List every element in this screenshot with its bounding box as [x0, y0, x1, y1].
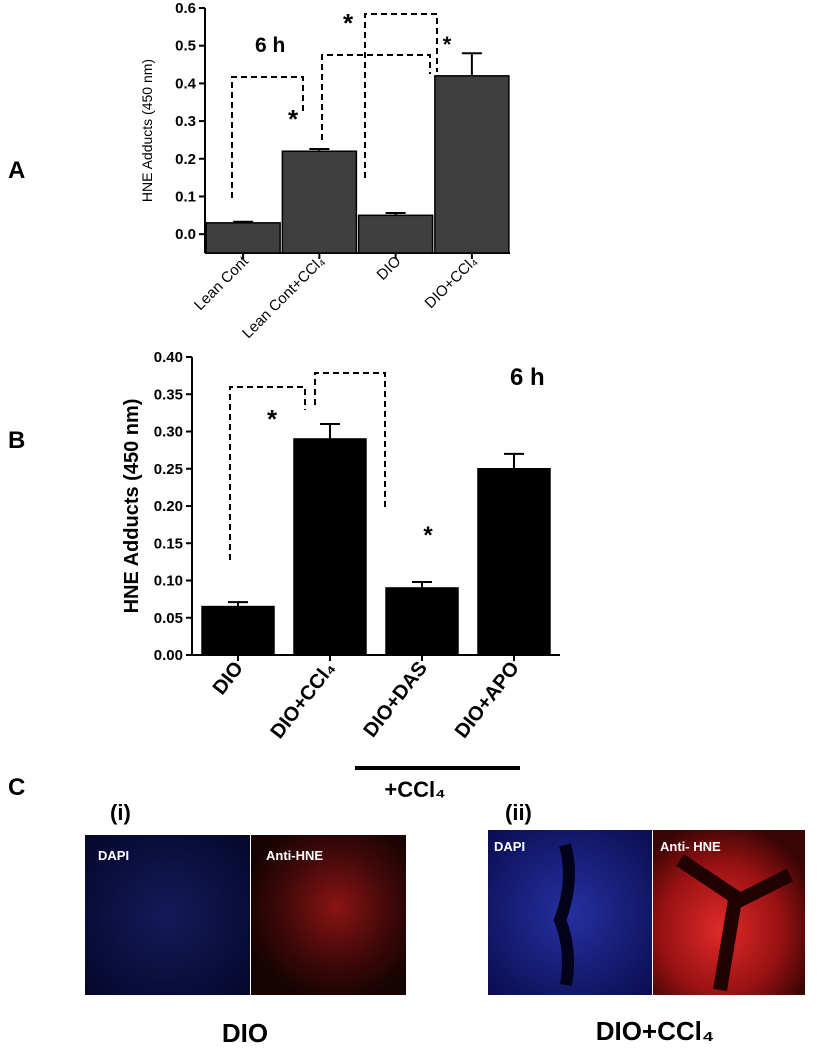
- panel-label: B: [8, 427, 25, 454]
- y-axis-label: HNE Adducts (450 nm): [139, 59, 155, 202]
- x-tick-label: Lean Cont: [191, 252, 253, 314]
- y-tick-label: 0.40: [154, 349, 183, 366]
- y-tick-label: 0.5: [175, 38, 196, 55]
- annotation: *: [343, 8, 354, 38]
- stain-label: Anti-HNE: [266, 848, 323, 863]
- stain-label: DAPI: [494, 839, 525, 854]
- panel-label: A: [8, 157, 25, 184]
- error-bar: [461, 52, 482, 76]
- y-tick-label: 0.0: [175, 226, 196, 243]
- significance-bracket: [314, 372, 386, 510]
- error-bar: [504, 452, 524, 469]
- error-bar: [320, 423, 340, 439]
- annotation: *: [443, 32, 452, 57]
- chart-title: 6 h: [255, 34, 285, 57]
- bar: [281, 150, 358, 254]
- y-tick-label: 0.4: [175, 75, 197, 92]
- hne-image: [251, 835, 406, 995]
- image-caption: DIO: [222, 1018, 268, 1048]
- y-tick-label: 0.05: [154, 610, 183, 627]
- bar: [201, 605, 275, 656]
- x-tick-label: DIO+CCl₄: [422, 253, 481, 312]
- stain-label: Anti- HNE: [660, 839, 721, 854]
- y-tick-label: 0.10: [154, 573, 183, 590]
- annotation: *: [288, 104, 299, 134]
- panel-label: C: [8, 774, 25, 801]
- bar: [293, 438, 367, 656]
- image-caption: DIO+CCl₄: [596, 1016, 715, 1046]
- bar: [357, 214, 434, 254]
- y-tick-label: 0.3: [175, 113, 196, 130]
- significance-bracket: [321, 54, 431, 140]
- micrograph-panel: (ii) DAPI Anti- HNE DIO+CCl₄: [488, 800, 805, 1046]
- annotation: *: [423, 522, 433, 549]
- annotation: *: [267, 404, 278, 434]
- significance-bracket: [364, 13, 438, 178]
- y-tick-label: 0.00: [154, 647, 183, 664]
- y-axis-label: HNE Adducts (450 nm): [121, 399, 143, 614]
- error-bar: [309, 147, 330, 152]
- bar: [385, 587, 459, 656]
- y-tick-label: 0.1: [175, 188, 196, 205]
- x-tick-label: DIO+CCl₄: [266, 658, 339, 743]
- error-bar: [385, 212, 406, 216]
- significance-bracket: [229, 386, 306, 560]
- x-tick-label: DIO: [374, 253, 405, 284]
- y-tick-label: 0.20: [154, 498, 183, 515]
- dapi-image: [85, 835, 250, 995]
- micrograph-panel: (i) DAPI Anti-HNE DIO: [85, 800, 406, 1048]
- stain-label: DAPI: [98, 848, 129, 863]
- x-tick-label: DIO: [209, 658, 248, 700]
- chart-title: 6 h: [510, 364, 545, 391]
- error-bar: [233, 220, 254, 223]
- bar: [434, 75, 510, 254]
- x-tick-label: DIO+DAS: [360, 658, 432, 742]
- error-bar: [228, 601, 248, 607]
- y-tick-label: 0.30: [154, 424, 183, 441]
- annotation: +CCl₄: [384, 777, 445, 802]
- image-label: (ii): [505, 800, 532, 825]
- significance-bracket: [231, 76, 304, 198]
- y-tick-label: 0.2: [175, 151, 196, 168]
- y-tick-label: 0.15: [154, 535, 183, 552]
- bar: [205, 222, 281, 254]
- error-bar: [412, 580, 432, 588]
- image-label: (i): [110, 800, 131, 825]
- bar: [477, 468, 551, 656]
- x-tick-label: Lean Cont+CCl₄: [239, 253, 328, 342]
- x-tick-label: DIO+APO: [451, 658, 524, 743]
- y-tick-label: 0.25: [154, 461, 183, 478]
- y-tick-label: 0.6: [175, 0, 196, 17]
- y-tick-label: 0.35: [154, 386, 183, 403]
